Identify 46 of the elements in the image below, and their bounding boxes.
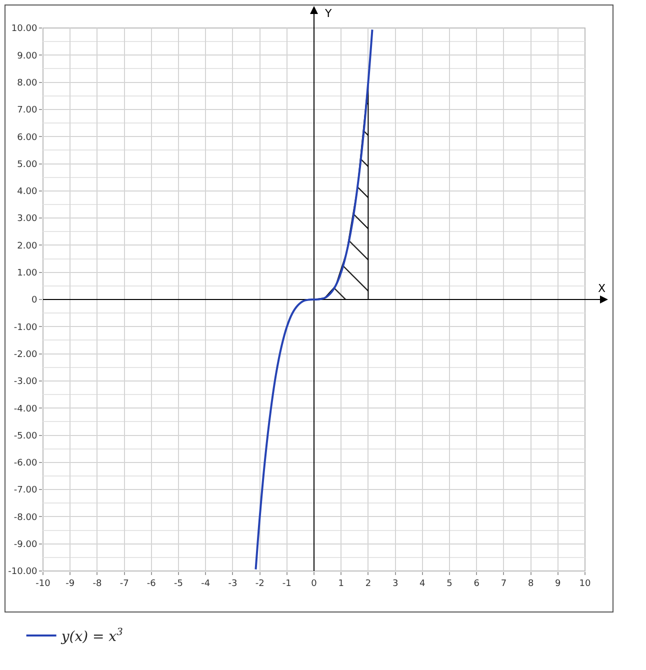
x-tick-label: -6: [146, 578, 156, 589]
x-tick-label: 10: [579, 578, 591, 589]
y-tick-label: -5.00: [14, 431, 38, 442]
y-tick-label: -8.00: [14, 512, 38, 523]
y-tick-label: 4.00: [17, 187, 38, 198]
y-tick-label: 5.00: [17, 160, 38, 170]
y-tick-label: -4.00: [14, 404, 38, 414]
x-tick-label: 4: [420, 578, 426, 589]
y-tick-label: -7.00: [14, 486, 38, 496]
y-tick-label: -1.00: [14, 322, 38, 333]
legend-label: y(x) = x$^{3}$: [60, 627, 123, 645]
y-tick-label: 6.00: [17, 132, 38, 143]
y-tick-label: -2.00: [14, 350, 38, 360]
x-tick-label: 8: [528, 578, 534, 589]
x-axis-title: X: [598, 282, 606, 295]
x-tick-label: 1: [338, 578, 344, 589]
y-tick-label: 7.00: [17, 106, 38, 116]
x-tick-label: -1: [282, 578, 292, 589]
y-tick-label: 10.00: [11, 24, 38, 34]
y-tick-label: 9.00: [17, 51, 38, 62]
y-tick-label: 8.00: [17, 78, 38, 88]
x-tick-label: -2: [255, 578, 264, 589]
y-tick-label: -9.00: [14, 540, 38, 550]
x-tick-label: -8: [92, 578, 102, 589]
y-tick-label: -10.00: [8, 567, 38, 578]
x-tick-label: 9: [555, 578, 562, 589]
x-tick-label: -3: [228, 578, 238, 589]
x-tick-label: 6: [474, 578, 480, 589]
x-tick-label: 2: [365, 578, 372, 589]
x-tick-label: -5: [174, 578, 183, 589]
y-tick-label: -6.00: [14, 458, 38, 469]
y-tick-label: 0: [31, 296, 38, 306]
x-tick-label: 3: [392, 578, 398, 589]
y-tick-label: -3.00: [14, 377, 38, 388]
x-tick-label: 0: [311, 578, 318, 589]
y-tick-label: 1.00: [17, 268, 38, 278]
x-tick-label: 7: [500, 578, 507, 589]
x-tick-label: -9: [66, 578, 75, 589]
x-tick-label: -10: [36, 578, 51, 589]
y-tick-label: 2.00: [17, 241, 38, 252]
y-axis-title: Y: [324, 7, 332, 20]
y-tick-label: 3.00: [17, 214, 38, 224]
x-tick-label: -4: [201, 578, 210, 589]
x-tick-label: 5: [446, 578, 452, 589]
x-tick-label: -7: [120, 578, 129, 589]
line-series: [254, 28, 374, 570]
